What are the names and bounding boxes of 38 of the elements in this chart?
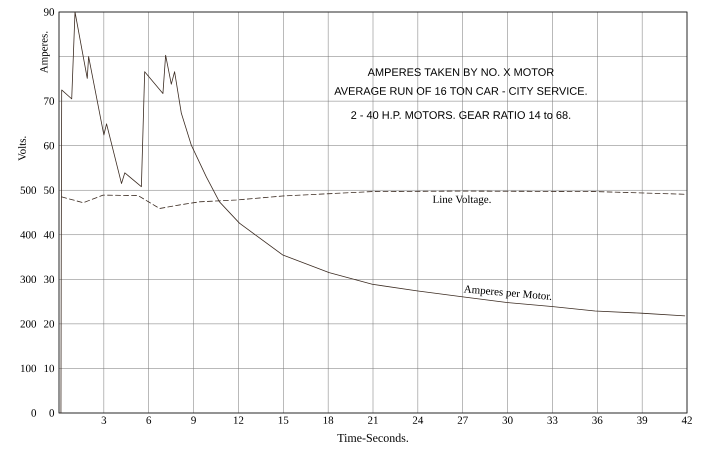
x-tick-label: 24	[412, 416, 424, 424]
x-tick-label: 42	[682, 416, 692, 424]
series-label: Amperes per Motor.	[464, 285, 552, 300]
y2-tick-label: 400	[20, 231, 36, 238]
x-tick-label: 27	[458, 416, 468, 424]
x-tick-label: 30	[502, 416, 513, 424]
y2-tick-label: 200	[20, 320, 36, 328]
y-tick-label: 10	[44, 364, 54, 372]
annotation: 2 - 40 H.P. MOTORS. GEAR RATIO 14 to 68.	[351, 111, 570, 119]
x-tick-label: 15	[278, 416, 288, 424]
text: AMPERES TAKEN BY NO. X MOTOR	[368, 68, 554, 76]
y-tick-label: 50	[44, 186, 54, 194]
y2-axis-title: Volts.	[18, 136, 26, 161]
x-tick-label: 6	[146, 416, 152, 424]
x-tick-label: 21	[368, 416, 378, 424]
series-label: Line Voltage.	[432, 195, 491, 206]
x-tick-label: 33	[547, 416, 558, 424]
y-tick-label: 60	[44, 142, 54, 150]
y2-tick-label: 300	[20, 276, 36, 284]
text: AVERAGE RUN OF 16 TON CAR - CITY SERVICE.	[334, 87, 587, 95]
y-tick-label: 40	[44, 231, 54, 238]
y-tick-label: 20	[44, 320, 54, 328]
y-axis-title: Amperes.	[40, 32, 50, 74]
x-tick-label: 3	[102, 416, 106, 424]
x-axis-title: Time-Seconds.	[337, 434, 408, 442]
y-tick-label: 90	[44, 8, 54, 16]
y2-tick-label: 500	[20, 186, 36, 194]
y-tick-label: 70	[44, 97, 54, 105]
x-tick-label: 12	[234, 416, 244, 424]
x-tick-label: 36	[592, 416, 602, 424]
y-tick-label: 30	[44, 276, 54, 284]
y2-tick-label: 0	[31, 409, 36, 417]
y2-tick-label: 100	[21, 364, 36, 372]
x-tick-label: 18	[324, 416, 334, 424]
y-tick-label: 0	[49, 409, 54, 417]
x-tick-label: 39	[637, 416, 648, 424]
x-tick-label: 9	[191, 416, 196, 424]
line-series	[60, 12, 686, 414]
